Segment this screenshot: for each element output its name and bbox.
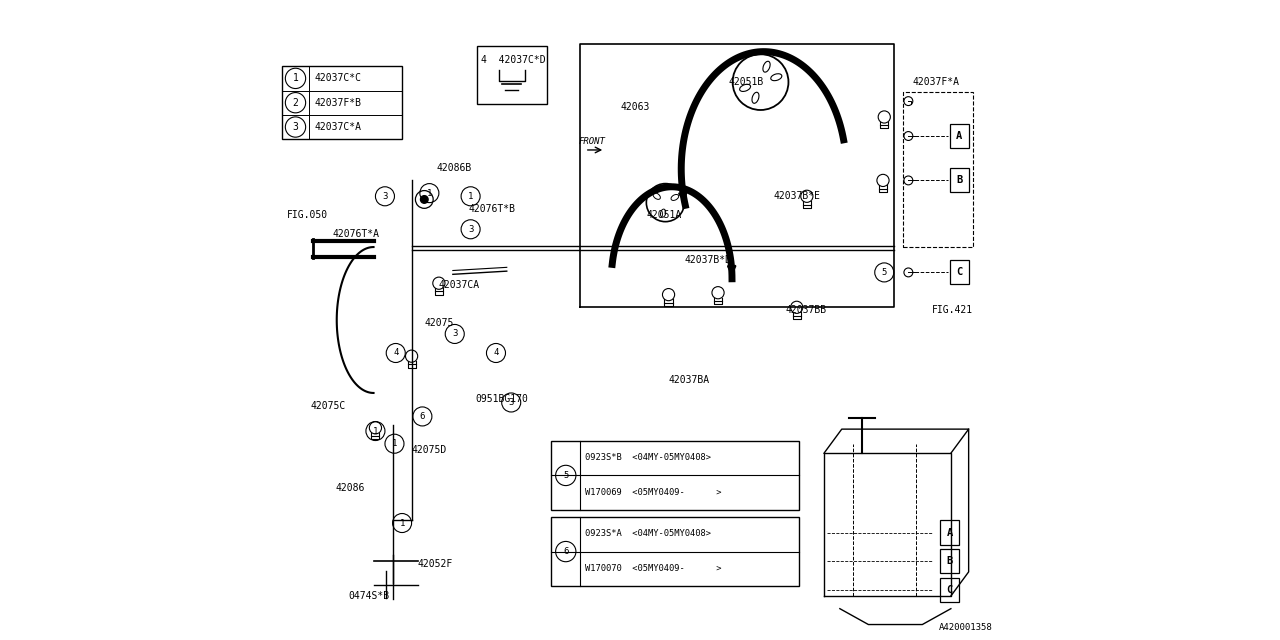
Bar: [950, 168, 969, 193]
Text: 42086: 42086: [335, 483, 365, 493]
Text: 42051A: 42051A: [646, 211, 681, 220]
Text: 0951BG170: 0951BG170: [475, 394, 527, 404]
Text: 0923S*B  <04MY-05MY0408>: 0923S*B <04MY-05MY0408>: [585, 452, 712, 462]
Text: 1: 1: [399, 518, 404, 527]
Text: 4: 4: [493, 349, 499, 358]
Text: 3: 3: [508, 398, 513, 407]
Text: 4  42037C*D: 4 42037C*D: [481, 55, 545, 65]
Text: 1: 1: [293, 74, 298, 83]
Bar: [950, 260, 969, 284]
Bar: [552, 516, 799, 586]
Text: 5: 5: [563, 471, 568, 480]
Text: 42076T*A: 42076T*A: [333, 229, 379, 239]
Text: 42037BB: 42037BB: [786, 305, 827, 316]
Text: 3: 3: [452, 330, 457, 339]
Text: B: B: [956, 175, 963, 186]
Text: 42086B: 42086B: [436, 163, 472, 173]
Text: W170070  <05MY0409-      >: W170070 <05MY0409- >: [585, 564, 722, 573]
Text: 4: 4: [393, 349, 398, 358]
Text: 1: 1: [392, 439, 397, 448]
Text: 1: 1: [426, 189, 433, 198]
Bar: [282, 66, 402, 139]
Text: 6: 6: [420, 412, 425, 421]
Text: 6: 6: [563, 547, 568, 556]
Text: A: A: [956, 131, 963, 141]
Text: 42075: 42075: [424, 318, 453, 328]
Text: 0474S*B: 0474S*B: [348, 591, 389, 601]
Text: 42052F: 42052F: [419, 559, 453, 569]
Text: FRONT: FRONT: [579, 136, 605, 146]
Text: 42075D: 42075D: [412, 445, 447, 455]
Text: 3: 3: [383, 192, 388, 201]
Text: 42037CA: 42037CA: [439, 280, 480, 290]
Circle shape: [421, 196, 428, 204]
Bar: [904, 92, 973, 247]
Text: FIG.421: FIG.421: [932, 305, 973, 316]
Bar: [552, 440, 799, 510]
Text: 1: 1: [372, 426, 378, 436]
Text: 0923S*A  <04MY-05MY0408>: 0923S*A <04MY-05MY0408>: [585, 529, 712, 538]
Text: FIG.050: FIG.050: [287, 211, 328, 220]
Text: 42037B*D: 42037B*D: [685, 255, 731, 265]
Text: B: B: [946, 556, 952, 566]
Text: 3: 3: [468, 225, 474, 234]
Bar: [950, 124, 969, 148]
Text: 42063: 42063: [621, 102, 650, 113]
Bar: [477, 46, 547, 104]
Text: 3: 3: [293, 122, 298, 132]
Text: 1: 1: [468, 192, 474, 201]
Text: 42037BA: 42037BA: [668, 375, 709, 385]
Text: C: C: [956, 268, 963, 277]
Bar: [940, 520, 959, 545]
Text: W170069  <05MY0409-      >: W170069 <05MY0409- >: [585, 488, 722, 497]
Text: 42037F*A: 42037F*A: [913, 77, 960, 87]
Text: 42076T*B: 42076T*B: [468, 204, 516, 214]
Text: A: A: [946, 527, 952, 538]
Text: C: C: [946, 584, 952, 595]
Text: 42051B: 42051B: [728, 77, 764, 87]
Text: A420001358: A420001358: [938, 623, 992, 632]
Bar: [940, 549, 959, 573]
Bar: [940, 577, 959, 602]
Text: 42037F*B: 42037F*B: [315, 98, 361, 108]
Text: 42037B*E: 42037B*E: [773, 191, 820, 202]
Text: 42037C*A: 42037C*A: [315, 122, 361, 132]
Text: 5: 5: [882, 268, 887, 277]
Text: 42075C: 42075C: [310, 401, 346, 411]
Text: 42037C*C: 42037C*C: [315, 74, 361, 83]
Text: 2: 2: [293, 98, 298, 108]
